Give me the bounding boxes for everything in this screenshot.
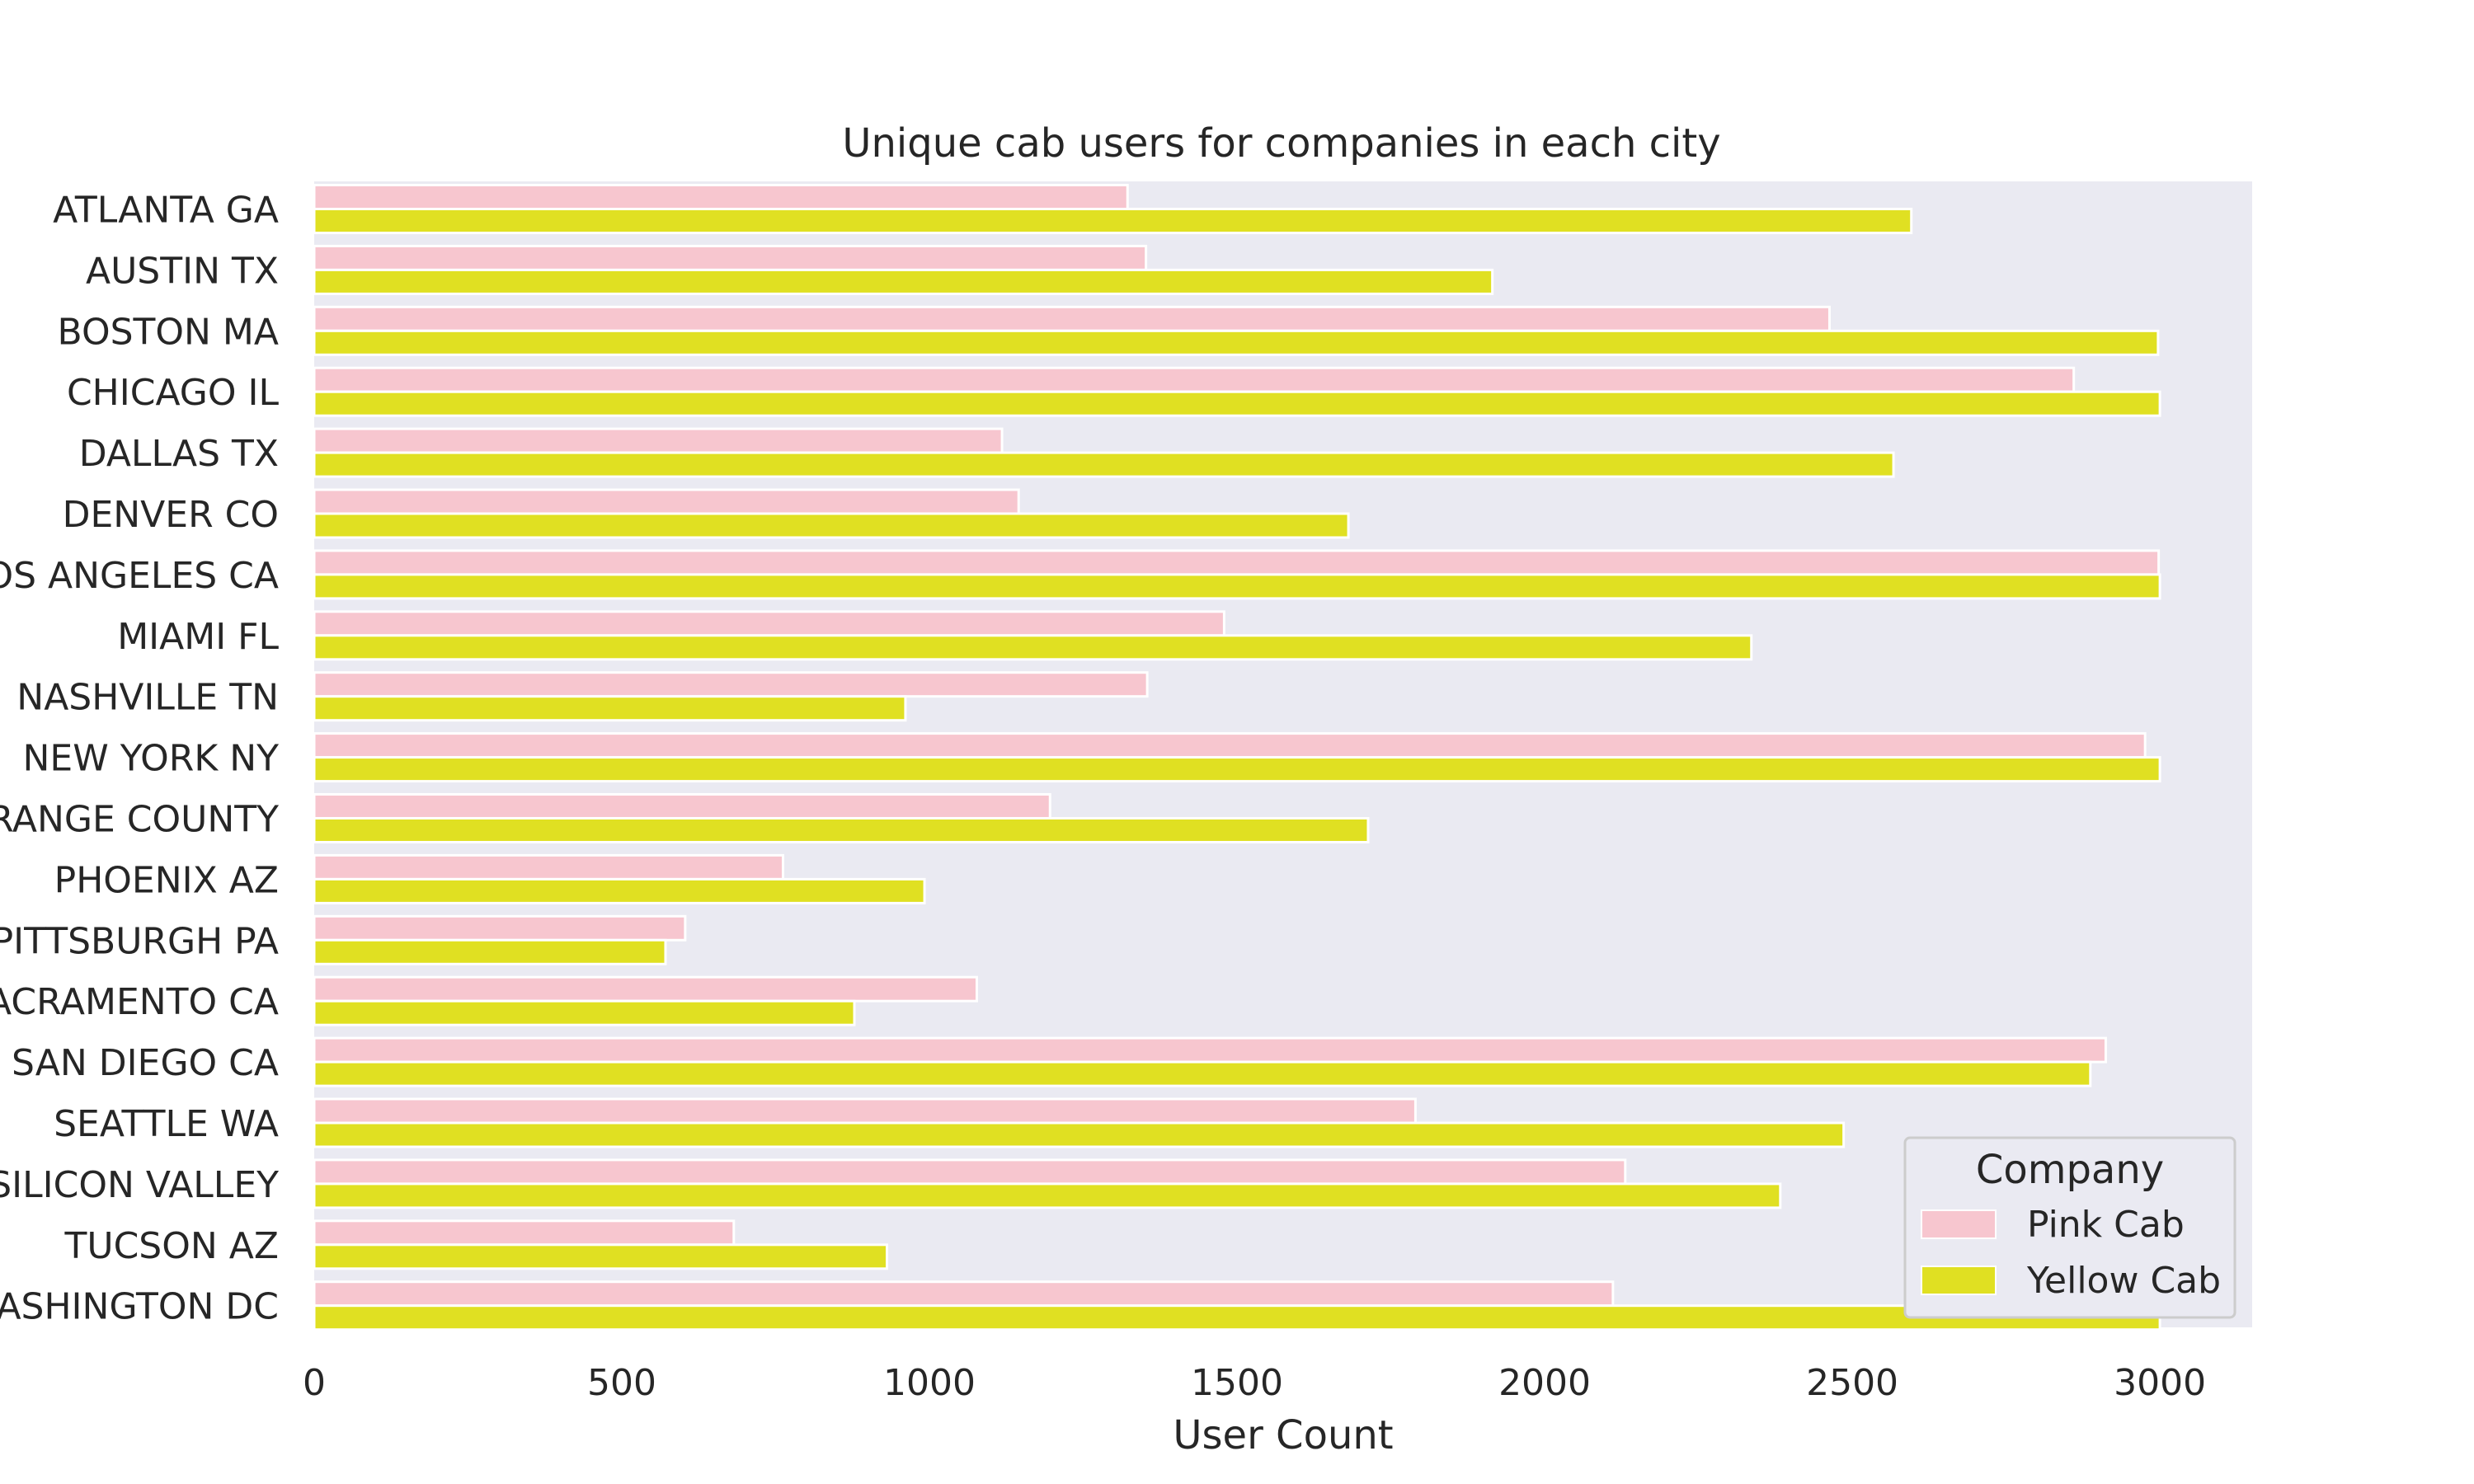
bar-yellow-cab-sacramento-ca [313, 999, 856, 1026]
bar-yellow-cab-phoenix-az [313, 877, 926, 904]
legend-title: Company [1976, 1147, 2164, 1193]
category-label-los-angeles-ca: LOS ANGELES CA [0, 555, 279, 597]
bar-yellow-cab-denver-co [313, 512, 1350, 539]
legend-swatch-yellow-cab [1921, 1266, 1997, 1295]
category-label-denver-co: DENVER CO [63, 494, 279, 536]
bar-yellow-cab-nashville-tn [313, 695, 907, 722]
bar-pink-cab-tucson-az [313, 1219, 736, 1247]
legend: Company Pink Cab Yellow Cab [1903, 1136, 2236, 1319]
bar-pink-cab-los-angeles-ca [313, 549, 2161, 576]
bar-pink-cab-seattle-wa [313, 1097, 1417, 1125]
bar-pink-cab-austin-tx [313, 244, 1148, 271]
bar-yellow-cab-austin-tx [313, 268, 1494, 295]
category-label-atlanta-ga: ATLANTA GA [53, 190, 279, 232]
bar-pink-cab-phoenix-az [313, 853, 784, 881]
category-label-washington-dc: WASHINGTON DC [0, 1286, 279, 1328]
bar-pink-cab-chicago-il [313, 366, 2076, 393]
bar-pink-cab-sacramento-ca [313, 975, 978, 1003]
x-tick-label-1000: 1000 [883, 1362, 976, 1404]
category-label-dallas-tx: DALLAS TX [79, 433, 279, 475]
bar-pink-cab-washington-dc [313, 1280, 1615, 1308]
legend-swatch-pink-cab [1921, 1209, 1997, 1239]
bar-pink-cab-san-diego-ca [313, 1036, 2107, 1064]
bar-yellow-cab-pittsburgh-pa [313, 938, 667, 965]
bar-pink-cab-denver-co [313, 488, 1020, 515]
bar-pink-cab-nashville-tn [313, 671, 1149, 698]
bar-yellow-cab-san-diego-ca [313, 1060, 2092, 1087]
category-label-boston-ma: BOSTON MA [58, 311, 279, 353]
bar-pink-cab-pittsburgh-pa [313, 914, 687, 942]
legend-label-pink-cab: Pink Cab [2027, 1204, 2185, 1246]
category-label-sacramento-ca: SACRAMENTO CA [0, 981, 279, 1023]
bar-yellow-cab-tucson-az [313, 1243, 889, 1270]
x-tick-label-3000: 3000 [2114, 1362, 2206, 1404]
category-label-nashville-tn: NASHVILLE TN [16, 677, 279, 719]
bar-yellow-cab-miami-fl [313, 634, 1753, 661]
category-labels: ATLANTA GA AUSTIN TX BOSTON MA CHICAGO IL DA… [0, 190, 279, 1328]
category-label-tucson-az: TUCSON AZ [63, 1225, 279, 1267]
bar-pink-cab-boston-ma [313, 305, 1831, 332]
bar-yellow-cab-seattle-wa [313, 1121, 1846, 1148]
bar-yellow-cab-boston-ma [313, 329, 2160, 356]
bar-yellow-cab-orange-county [313, 817, 1370, 843]
bar-pink-cab-silicon-valley [313, 1158, 1627, 1186]
category-label-new-york-ny: NEW YORK NY [22, 738, 279, 780]
bar-yellow-cab-los-angeles-ca [313, 573, 2161, 600]
chart-title: Unique cab users for companies in each c… [842, 120, 1720, 167]
bars-group [313, 184, 2161, 1331]
x-axis-label: User Count [1173, 1412, 1393, 1458]
bar-pink-cab-dallas-tx [313, 427, 1004, 454]
category-label-san-diego-ca: SAN DIEGO CA [12, 1042, 279, 1084]
x-tick-label-0: 0 [303, 1362, 326, 1404]
bar-yellow-cab-atlanta-ga [313, 208, 1913, 234]
category-label-seattle-wa: SEATTLE WA [54, 1103, 279, 1145]
bar-pink-cab-new-york-ny [313, 732, 2147, 759]
legend-label-yellow-cab: Yellow Cab [2026, 1260, 2221, 1302]
bar-pink-cab-orange-county [313, 793, 1051, 819]
category-label-austin-tx: AUSTIN TX [86, 250, 279, 292]
category-label-miami-fl: MIAMI FL [117, 616, 279, 658]
x-tick-label-500: 500 [587, 1362, 656, 1404]
category-label-pittsburgh-pa: PITTSBURGH PA [0, 920, 279, 962]
category-label-phoenix-az: PHOENIX AZ [54, 859, 279, 901]
bar-yellow-cab-chicago-il [313, 390, 2161, 417]
category-label-chicago-il: CHICAGO IL [67, 372, 280, 414]
x-tick-label-2500: 2500 [1806, 1362, 1898, 1404]
x-tick-label-1500: 1500 [1191, 1362, 1283, 1404]
category-label-silicon-valley: SILICON VALLEY [0, 1164, 279, 1206]
bar-yellow-cab-new-york-ny [313, 756, 2161, 783]
x-tick-labels: 0 500 1000 1500 2000 2500 3000 [303, 1362, 2206, 1404]
bar-yellow-cab-washington-dc [313, 1304, 2161, 1331]
bar-yellow-cab-silicon-valley [313, 1182, 1782, 1209]
bar-pink-cab-miami-fl [313, 610, 1225, 637]
bar-yellow-cab-dallas-tx [313, 451, 1895, 478]
category-label-orange-county: ORANGE COUNTY [0, 799, 279, 841]
x-tick-label-2000: 2000 [1498, 1362, 1591, 1404]
bar-pink-cab-atlanta-ga [313, 184, 1129, 210]
